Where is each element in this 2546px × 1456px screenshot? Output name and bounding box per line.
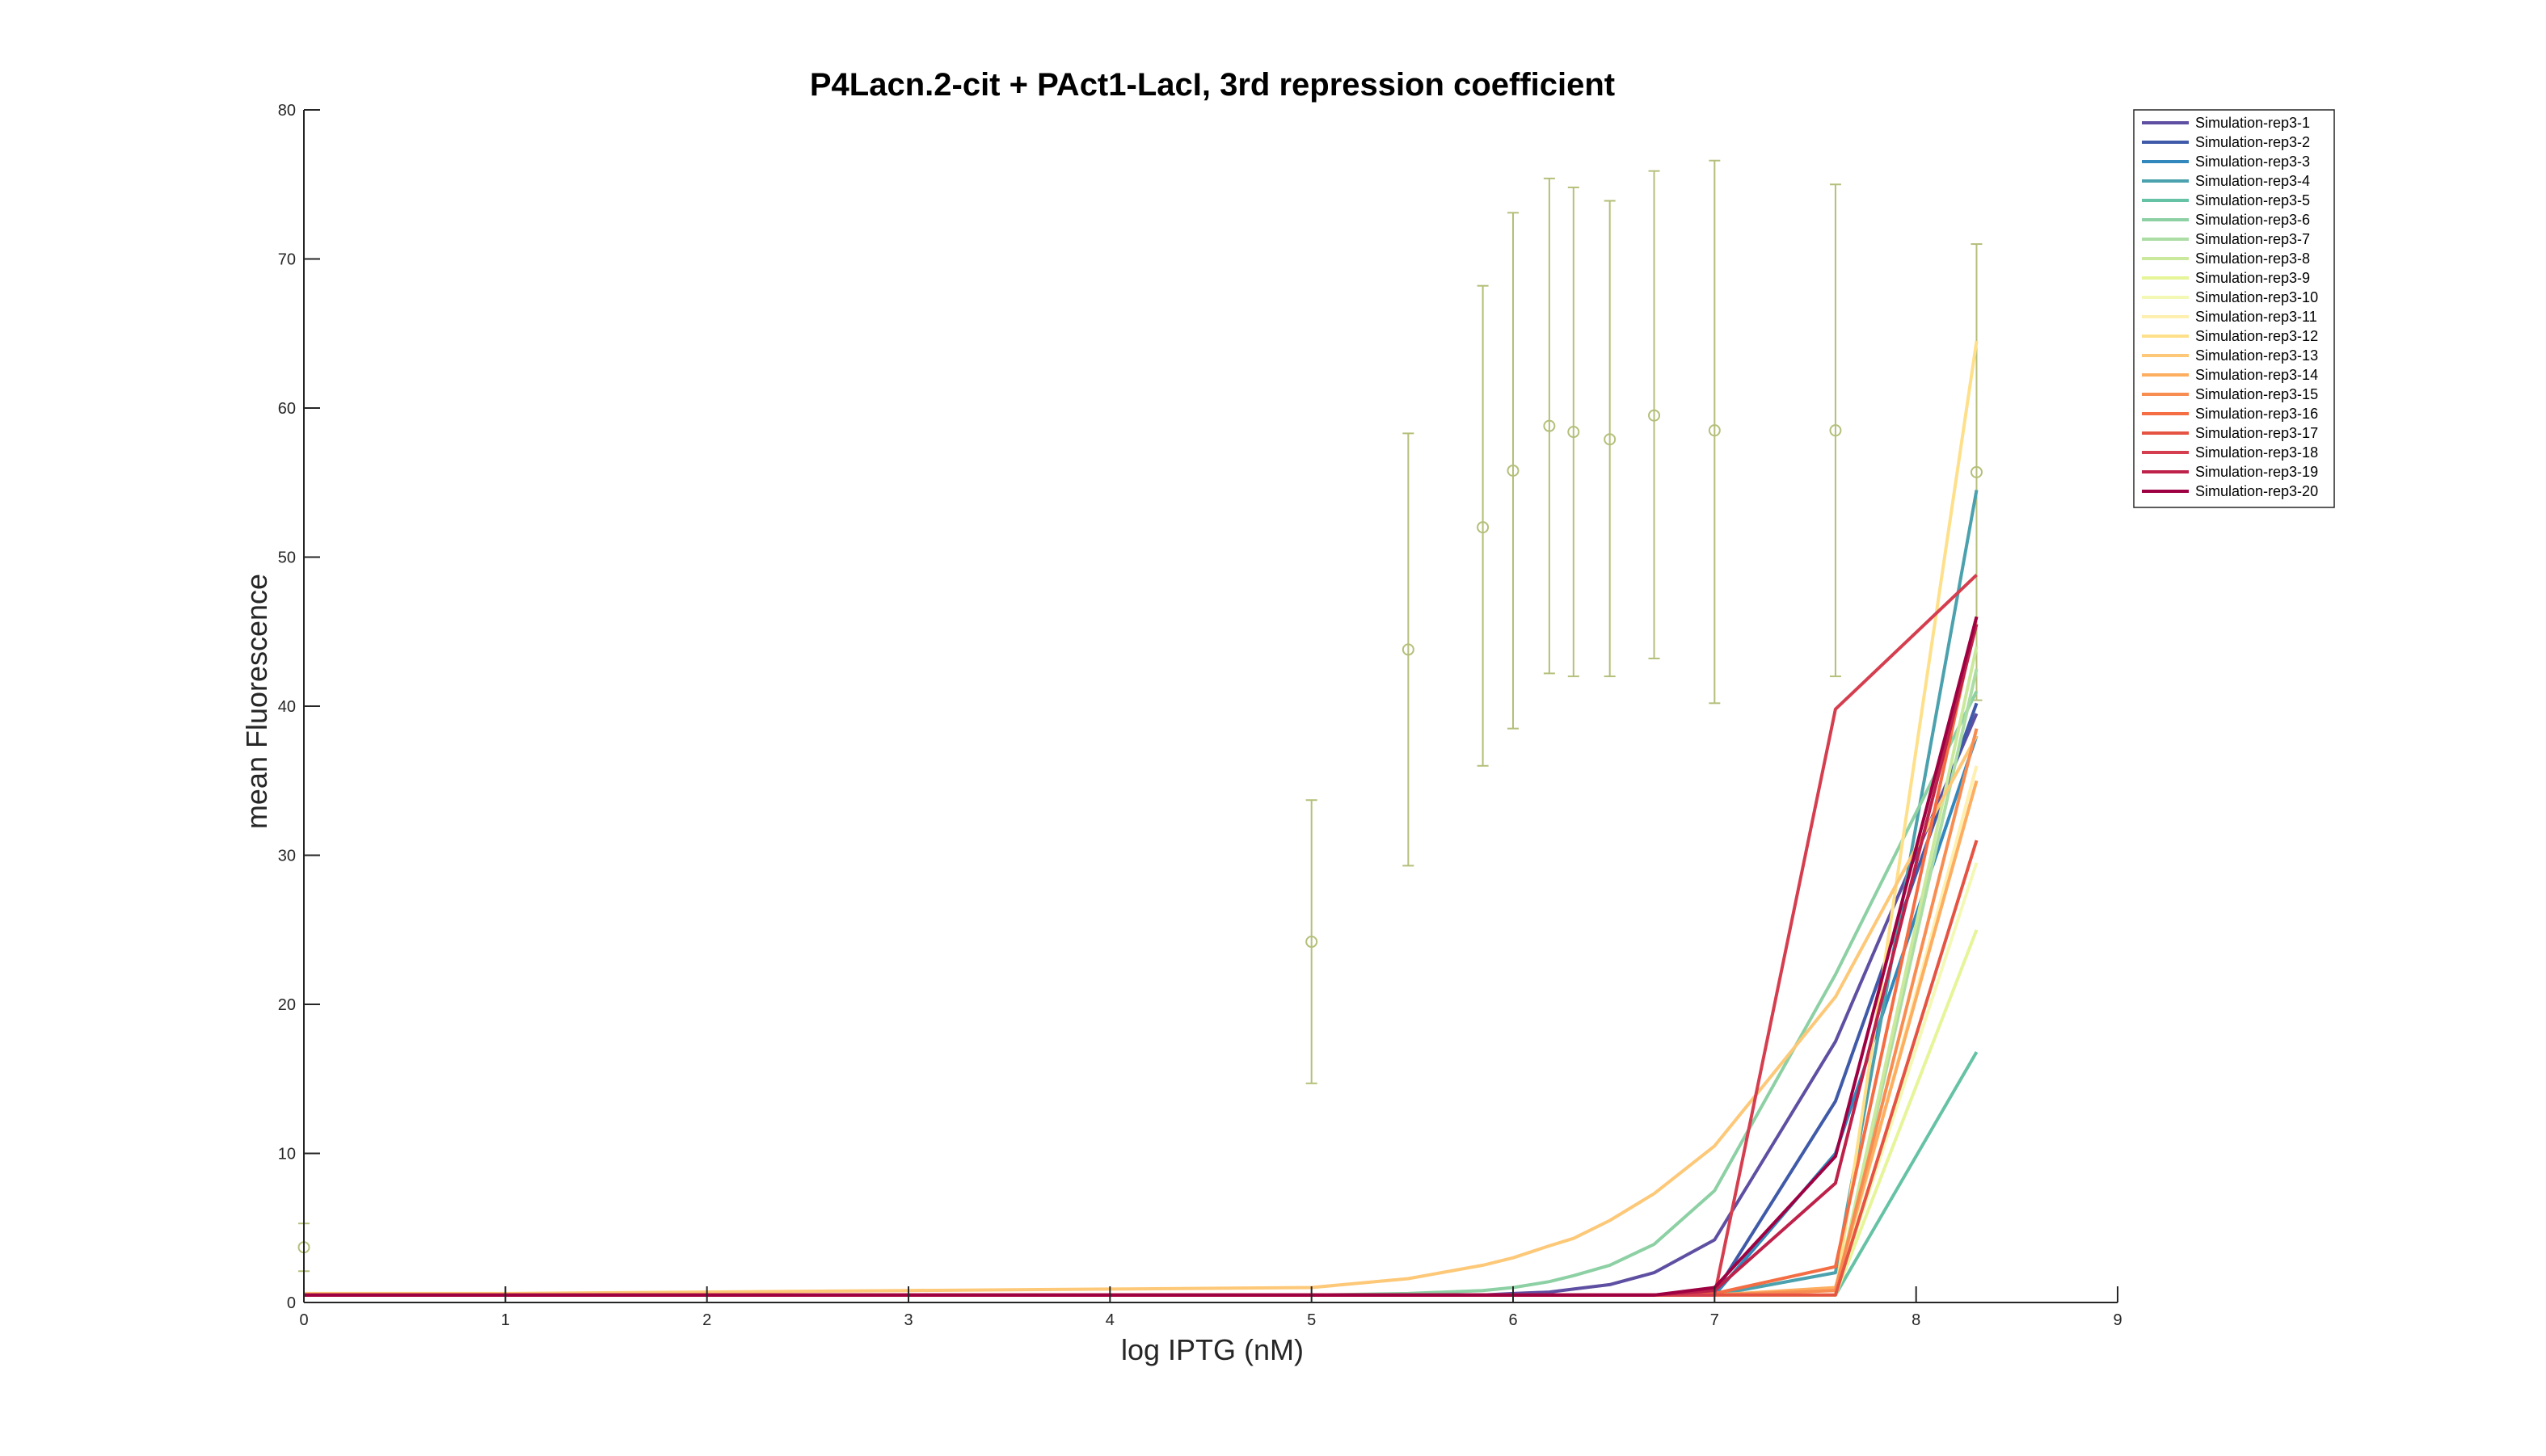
legend-label: Simulation-rep3-11 <box>2195 309 2317 325</box>
series-line-19 <box>304 624 1979 1297</box>
data-point <box>1708 424 1721 437</box>
legend-label: Simulation-rep3-3 <box>2195 154 2310 170</box>
data-point <box>1477 521 1490 534</box>
x-tick-label: 9 <box>2113 1311 2122 1329</box>
legend-label: Simulation-rep3-17 <box>2195 425 2318 441</box>
series-line-13 <box>304 734 1979 1295</box>
series-line-15 <box>304 728 1979 1297</box>
legend-box <box>2133 109 2335 508</box>
series-line-6 <box>304 690 1979 1297</box>
series-line-18 <box>304 574 1978 1297</box>
chart-title: P4Lacn.2-cit + PAct1-LacI, 3rd repressio… <box>810 67 1615 103</box>
data-point <box>1970 465 1983 478</box>
series-line-11 <box>304 765 1979 1297</box>
x-tick-label: 3 <box>904 1311 913 1329</box>
series-line-10 <box>304 862 1979 1297</box>
y-axis-label: mean Fluorescence <box>240 574 273 829</box>
data-point <box>1829 424 1842 437</box>
legend-label: Simulation-rep3-6 <box>2195 212 2310 228</box>
y-tick-label: 30 <box>278 848 296 865</box>
legend-label: Simulation-rep3-19 <box>2195 464 2318 480</box>
y-tick-label: 80 <box>278 102 296 120</box>
series-line-16 <box>304 616 1979 1297</box>
legend: Simulation-rep3-1 Simulation-rep3-2 Simula… <box>2133 109 2335 508</box>
legend-label: Simulation-rep3-20 <box>2195 483 2318 499</box>
x-tick-label: 2 <box>702 1311 711 1329</box>
legend-label: Simulation-rep3-15 <box>2195 386 2318 402</box>
data-point <box>1507 464 1520 477</box>
y-tick-label: 20 <box>278 996 296 1014</box>
legend-label: Simulation-rep3-2 <box>2195 134 2310 150</box>
legend-label: Simulation-rep3-4 <box>2195 173 2310 189</box>
series-line-14 <box>304 780 1979 1297</box>
data-point <box>1305 936 1318 949</box>
series-line-20 <box>304 616 1979 1297</box>
x-tick-label: 6 <box>1508 1311 1517 1329</box>
legend-label: Simulation-rep3-1 <box>2195 115 2310 131</box>
legend-label: Simulation-rep3-12 <box>2195 328 2318 344</box>
legend-label: Simulation-rep3-13 <box>2195 347 2318 364</box>
x-axis-label: log IPTG (nM) <box>1121 1333 1304 1366</box>
data-point <box>1402 643 1414 656</box>
y-tick-label: 0 <box>287 1294 296 1312</box>
legend-label: Simulation-rep3-8 <box>2195 250 2310 267</box>
series-line-8 <box>304 646 1979 1297</box>
series-line-3 <box>304 735 1979 1297</box>
series-line-17 <box>304 840 1979 1297</box>
data-point <box>1648 409 1661 422</box>
y-tick-label: 10 <box>278 1146 296 1164</box>
x-tick-label: 8 <box>1912 1311 1920 1329</box>
error-bars <box>297 159 1983 1273</box>
x-tick-label: 4 <box>1106 1311 1115 1329</box>
x-tick-label: 5 <box>1307 1311 1316 1329</box>
y-tick-label: 60 <box>278 400 296 418</box>
series-line-1 <box>304 713 1979 1297</box>
legend-label: Simulation-rep3-7 <box>2195 231 2310 247</box>
data-point <box>1567 426 1580 439</box>
x-tick-label: 1 <box>501 1311 510 1329</box>
series-lines <box>304 340 1979 1297</box>
y-tick-label: 70 <box>278 251 296 269</box>
y-tick-label: 50 <box>278 549 296 567</box>
series-line-2 <box>304 702 1979 1297</box>
legend-label: Simulation-rep3-10 <box>2195 289 2318 305</box>
legend-label: Simulation-rep3-18 <box>2195 444 2318 461</box>
axes: 0 1 2 3 4 5 6 7 8 9 0 10 20 30 40 50 60 70 80 <box>278 102 2122 1329</box>
legend-label: Simulation-rep3-14 <box>2195 367 2318 383</box>
legend-label: Simulation-rep3-5 <box>2195 192 2310 208</box>
series-line-7 <box>304 668 1979 1297</box>
y-tick-label: 40 <box>278 698 296 716</box>
data-point <box>1543 419 1556 432</box>
x-tick-label: 7 <box>1710 1311 1719 1329</box>
legend-label: Simulation-rep3-16 <box>2195 406 2318 422</box>
legend-label: Simulation-rep3-9 <box>2195 270 2310 286</box>
data-point <box>1604 433 1617 446</box>
x-tick-label: 0 <box>299 1311 308 1329</box>
series-line-12 <box>304 340 1979 1297</box>
series-line-4 <box>304 490 1979 1297</box>
